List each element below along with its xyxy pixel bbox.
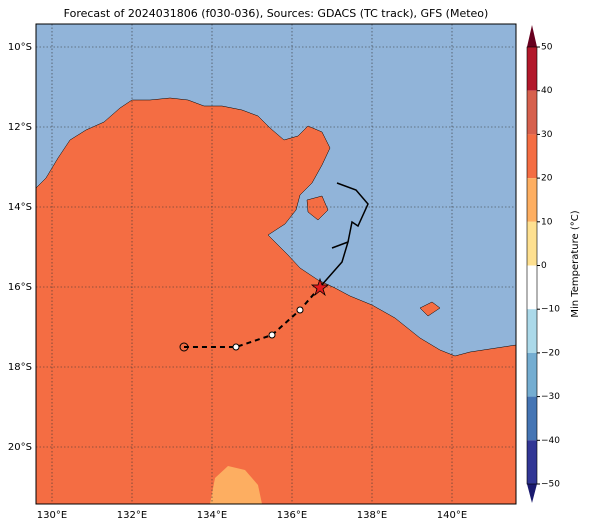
colorbar-segment: [527, 178, 537, 222]
colorbar-tick-label: −10: [541, 305, 560, 315]
lat-label: 12°S: [8, 122, 32, 133]
colorbar-tick-label: −30: [541, 392, 560, 402]
colorbar-segment: [527, 90, 537, 135]
colorbar-tick-label: −40: [541, 436, 560, 446]
colorbar-tick-label: 0: [541, 261, 547, 271]
track-point: [232, 343, 240, 351]
lon-label: 138°E: [357, 510, 387, 521]
track-forecast: [184, 286, 321, 348]
lon-label: 136°E: [277, 510, 307, 521]
track-point: [268, 331, 276, 339]
colorbar-tick-label: −20: [541, 348, 560, 358]
lon-label: 134°E: [197, 510, 227, 521]
lat-label: 14°S: [8, 202, 32, 213]
island: [306, 195, 329, 221]
colorbar-segment: [527, 440, 537, 484]
colorbar-extend: [527, 484, 537, 503]
colorbar-tick-label: 30: [541, 130, 553, 140]
colorbar-segment: [527, 309, 537, 353]
ocean: [35, 23, 517, 357]
lon-label: 140°E: [437, 510, 467, 521]
map-frame: [35, 23, 517, 505]
colorbar-tick-label: 50: [541, 43, 553, 53]
title: Forecast of 2024031806 (f030-036), Sourc…: [64, 7, 489, 20]
lon-label: 132°E: [117, 510, 147, 521]
lat-label: 20°S: [8, 442, 32, 453]
colorbar-tick-label: 20: [541, 174, 553, 184]
colorbar-segment: [527, 265, 537, 310]
storm-position: [310, 277, 330, 297]
warm-patch: [210, 466, 262, 504]
map: [35, 23, 517, 505]
lat-label: 18°S: [8, 362, 32, 373]
colorbar-segment: [527, 134, 537, 179]
colorbar-segment: [527, 221, 537, 266]
colorbar-segment: [527, 352, 537, 397]
track-point: [179, 342, 189, 352]
lat-label: 10°S: [8, 42, 32, 53]
colorbar-label: Min Temperature (°C): [570, 210, 581, 317]
island: [419, 301, 441, 317]
lon-label: 130°E: [37, 510, 67, 521]
colorbar-tick-label: −50: [541, 480, 560, 490]
colorbar: Min Temperature (°C) 50 40 30 20 10 0 −10 −20 −3…: [526, 25, 581, 503]
colorbar-tick-label: 40: [541, 86, 553, 96]
colorbar-segment: [527, 47, 537, 91]
track-past: [319, 182, 369, 288]
axes: 10°S 12°S 14°S 16°S 18°S 20°S 130°E 132°E 134°E 1…: [8, 42, 467, 521]
lat-label: 16°S: [8, 282, 32, 293]
colorbar-segment: [527, 396, 537, 441]
track-point: [296, 306, 304, 314]
graticule: [36, 24, 516, 504]
colorbar-tick-label: 10: [541, 217, 553, 227]
colorbar-extend: [527, 25, 537, 47]
